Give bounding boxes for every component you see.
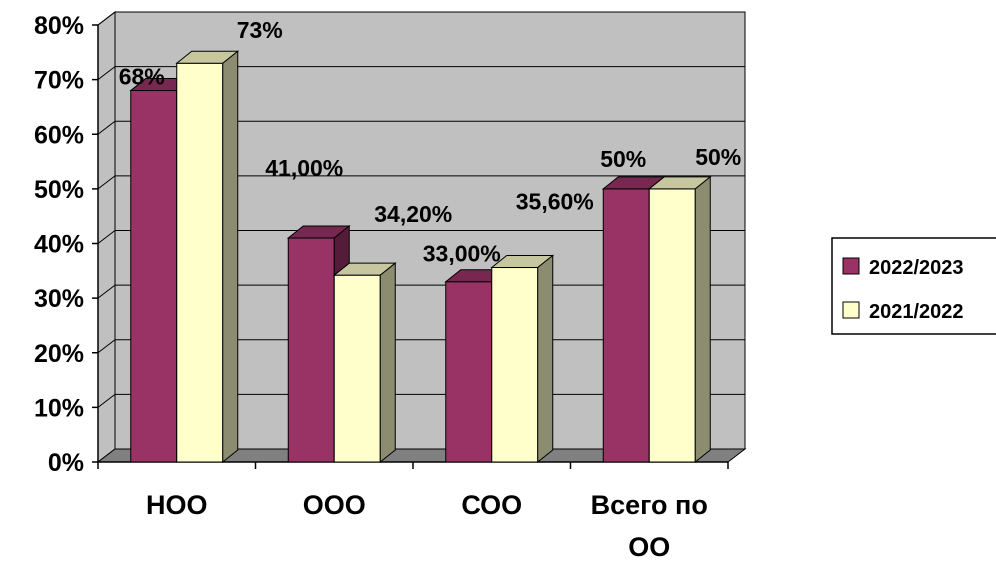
y-tick-label: 10% <box>34 394 84 422</box>
bar <box>175 50 240 464</box>
data-label: 50% <box>600 146 646 172</box>
x-category-label: СОО <box>461 490 522 520</box>
gridline <box>97 230 745 244</box>
bar-front <box>445 281 493 463</box>
bar-side <box>222 50 239 464</box>
x-category-label: Всего по ОО <box>591 490 708 562</box>
data-label: 73% <box>237 17 283 43</box>
y-tick-label: 70% <box>34 67 84 95</box>
data-label: 35,60% <box>516 189 594 215</box>
legend: 2022/2023 2021/2022 <box>831 237 996 335</box>
bar-side <box>537 254 554 464</box>
data-label: 34,20% <box>374 201 452 227</box>
bars <box>129 50 712 464</box>
bar-side <box>694 175 711 464</box>
y-tick-label: 20% <box>34 340 84 368</box>
data-label: 50% <box>695 144 741 170</box>
bar-front <box>287 237 335 463</box>
gridline <box>97 120 745 135</box>
gridline <box>97 175 745 190</box>
bar <box>490 254 555 464</box>
legend-swatch <box>842 301 860 319</box>
gridline <box>97 11 745 26</box>
data-label: 41,00% <box>265 155 343 181</box>
legend-label: 2021/2022 <box>869 301 964 323</box>
y-axis: 0% 10% 20% 30% 40% 50% 60% 70% 80% <box>34 12 99 477</box>
data-label: 68% <box>119 64 165 90</box>
data-label: 33,00% <box>423 241 501 267</box>
x-category-label: ООО <box>303 490 366 520</box>
bar-side <box>379 262 396 464</box>
x-category-label: НОО <box>146 490 208 520</box>
y-tick-label: 80% <box>34 12 84 40</box>
bar <box>647 175 712 464</box>
bar-front <box>130 90 178 463</box>
bar-front <box>648 188 696 463</box>
bar-front <box>176 62 224 463</box>
data-labels: 68%73%41,00%34,20%33,00%35,60%50% 50% <box>119 17 742 266</box>
x-category-label-line: ОО <box>628 532 670 562</box>
y-tick-label: 50% <box>34 176 84 204</box>
bar <box>332 262 397 464</box>
y-tick-label: 60% <box>34 121 84 149</box>
x-axis: НОО ООО СОО Всего по ОО <box>97 461 729 562</box>
y-tick-label: 0% <box>48 449 84 477</box>
bar-front <box>602 188 650 463</box>
legend-label: 2022/2023 <box>869 257 964 279</box>
y-tick-label: 30% <box>34 285 84 313</box>
bar-front <box>491 267 539 463</box>
x-category-label-line: Всего по <box>591 490 708 520</box>
gridline <box>97 66 745 81</box>
y-tick-label: 40% <box>34 231 84 259</box>
bar-front <box>333 274 381 463</box>
legend-swatch <box>842 257 860 275</box>
